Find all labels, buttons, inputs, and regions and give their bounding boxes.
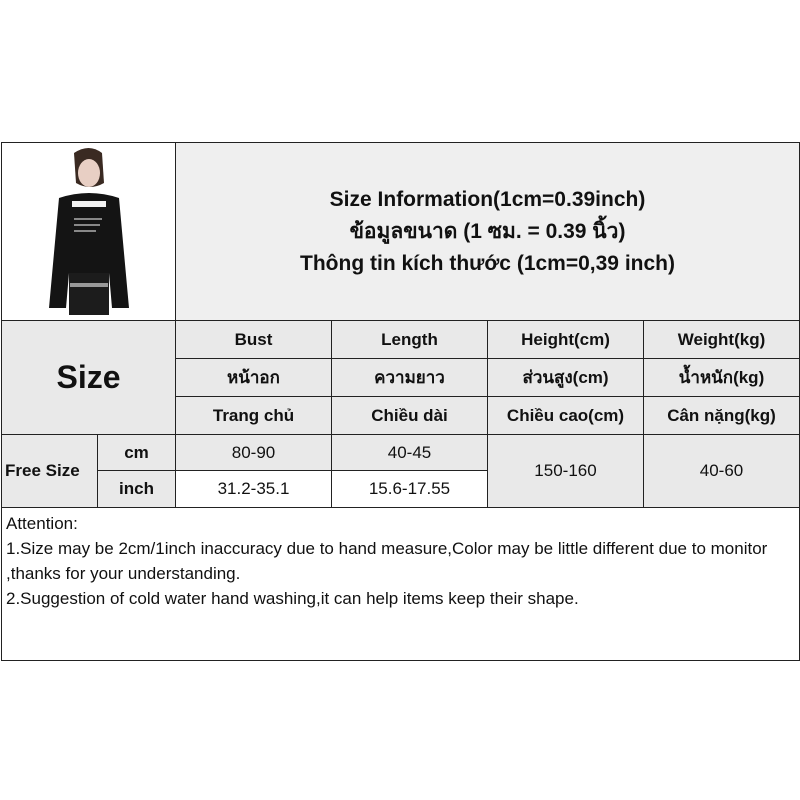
header-weight-th: น้ำหนัก(kg) (642, 358, 800, 397)
header-weight-en: Weight(kg) (642, 320, 800, 359)
header-length-th: ความยาว (331, 358, 488, 397)
header-bust-en: Bust (175, 320, 332, 359)
size-info-title: Size Information(1cm=0.39inch) ข้อมูลขนา… (174, 142, 800, 321)
header-height-vi: Chiều cao(cm) (487, 396, 644, 435)
header-length-en: Length (331, 320, 488, 359)
attention-note-2: 2.Suggestion of cold water hand washing,… (6, 589, 579, 608)
attention-note-1: 1.Size may be 2cm/1inch inaccuracy due t… (6, 539, 768, 583)
unit-inch: inch (97, 470, 176, 508)
header-bust-th: หน้าอก (175, 358, 332, 397)
length-cm: 40-45 (331, 434, 488, 471)
header-length-vi: Chiều dài (331, 396, 488, 435)
weight-value: 40-60 (642, 434, 800, 508)
header-height-th: ส่วนสูง(cm) (487, 358, 644, 397)
title-vietnamese: Thông tin kích thước (1cm=0,39 inch) (300, 251, 675, 275)
length-inch: 15.6-17.55 (331, 470, 488, 508)
header-bust-vi: Trang chủ (175, 396, 332, 435)
header-height-en: Height(cm) (487, 320, 644, 359)
bust-cm: 80-90 (175, 434, 332, 471)
attention-heading: Attention: (6, 514, 78, 533)
header-weight-vi: Cân nặng(kg) (642, 396, 800, 435)
size-chart-table: Size Information(1cm=0.39inch) ข้อมูลขนา… (0, 142, 800, 661)
unit-cm: cm (97, 434, 176, 471)
free-size-label: Free Size (1, 434, 98, 508)
title-thai: ข้อมูลขนาด (1 ซม. = 0.39 นิ้ว) (349, 219, 626, 243)
height-value: 150-160 (487, 434, 644, 508)
title-english: Size Information(1cm=0.39inch) (329, 187, 646, 211)
model-image (48, 148, 129, 315)
attention-notes: Attention: 1.Size may be 2cm/1inch inacc… (0, 507, 800, 661)
size-header: Size (1, 320, 176, 435)
product-photo (1, 142, 176, 321)
bust-inch: 31.2-35.1 (175, 470, 332, 508)
